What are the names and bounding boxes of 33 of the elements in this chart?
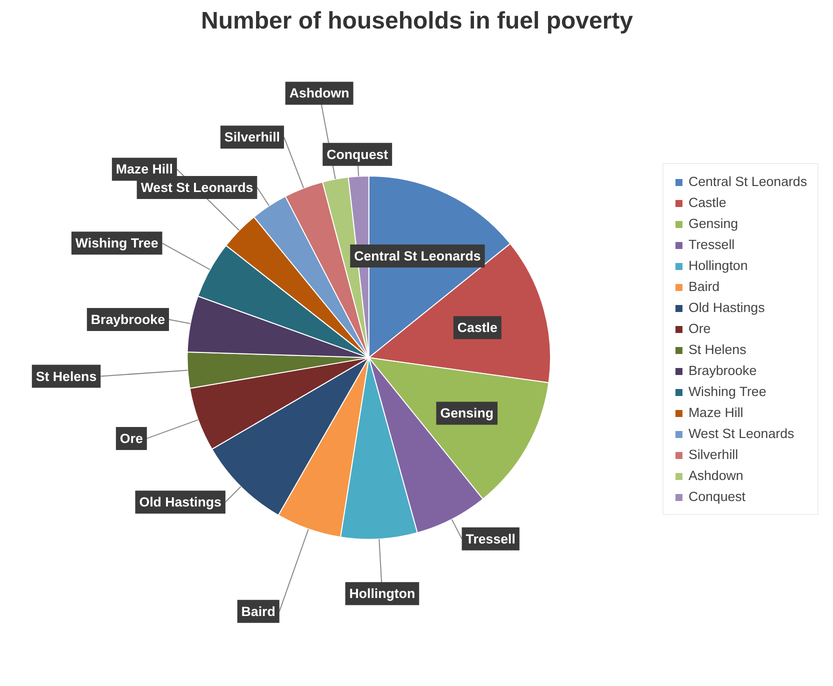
- legend-label: Conquest: [688, 489, 746, 504]
- slice-label: Gensing: [440, 406, 494, 421]
- chart-title: Number of households in fuel poverty: [200, 8, 634, 34]
- legend-label: Maze Hill: [688, 405, 744, 420]
- slice-label: Wishing Tree: [75, 236, 158, 251]
- slice-label: West St Leonards: [140, 180, 254, 195]
- legend-label: Baird: [688, 279, 720, 294]
- slice-label: Ore: [120, 430, 143, 446]
- legend-label: Braybrooke: [688, 363, 757, 378]
- legend-label: Ore: [688, 321, 711, 336]
- legend-label: Old Hastings: [688, 300, 765, 315]
- slice-label: St Helens: [36, 368, 97, 384]
- slice-label: Ashdown: [289, 86, 350, 101]
- slice-label: Castle: [457, 320, 498, 336]
- legend-label: Castle: [688, 195, 726, 210]
- legend-label: Ashdown: [688, 468, 744, 483]
- legend-label: St Helens: [688, 342, 746, 357]
- slice-label: Central St Leonards: [354, 248, 481, 264]
- slice-label: Silverhill: [224, 130, 280, 145]
- slice-label: Hollington: [349, 586, 416, 602]
- slice-label: Conquest: [326, 146, 389, 162]
- legend-label: Gensing: [688, 216, 738, 231]
- slice-label: Old Hastings: [139, 494, 222, 510]
- legend-label: Hollington: [688, 258, 748, 273]
- legend-label: West St Leonards: [688, 426, 794, 441]
- legend-label: Silverhill: [688, 447, 738, 462]
- slice-label: Tressell: [466, 531, 516, 546]
- slice-label: Maze Hill: [116, 162, 173, 177]
- legend-label: Central St Leonards: [688, 174, 807, 189]
- slice-label: Braybrooke: [90, 312, 165, 328]
- legend-label: Wishing Tree: [688, 384, 766, 399]
- legend-label: Tressell: [688, 237, 735, 252]
- slice-label: Baird: [241, 604, 276, 619]
